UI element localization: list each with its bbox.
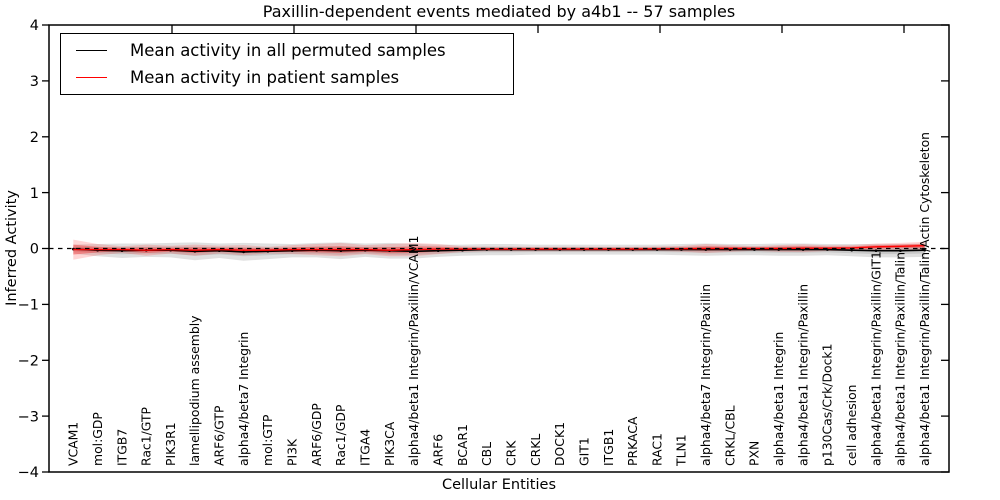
- svg-text:alpha4/beta1 Integrin/Paxillin: alpha4/beta1 Integrin/Paxillin/Talin/Act…: [917, 132, 932, 466]
- svg-text:ARF6/GDP: ARF6/GDP: [309, 403, 324, 466]
- svg-text:−4: −4: [18, 465, 39, 481]
- svg-text:mol:GTP: mol:GTP: [260, 414, 275, 466]
- svg-text:PRKACA: PRKACA: [625, 416, 640, 466]
- svg-text:lamellipodium assembly: lamellipodium assembly: [187, 315, 202, 466]
- svg-text:TLN1: TLN1: [674, 434, 689, 467]
- svg-text:ARF6/GTP: ARF6/GTP: [212, 405, 227, 466]
- svg-text:2: 2: [30, 130, 39, 146]
- svg-text:Rac1/GTP: Rac1/GTP: [139, 406, 154, 466]
- svg-text:−2: −2: [18, 353, 39, 369]
- svg-text:alpha4/beta1 Integrin/Paxillin: alpha4/beta1 Integrin/Paxillin/Talin: [893, 252, 908, 466]
- svg-text:p130Cas/Crk/Dock1: p130Cas/Crk/Dock1: [820, 344, 835, 466]
- svg-text:PXN: PXN: [747, 441, 762, 466]
- top-axis-ticks: [171, 25, 905, 33]
- patient-line-sample-icon: [76, 76, 107, 78]
- svg-text:ITGB7: ITGB7: [114, 429, 129, 466]
- svg-text:4: 4: [30, 18, 39, 34]
- svg-text:alpha4/beta1 Integrin: alpha4/beta1 Integrin: [771, 332, 786, 466]
- svg-text:PI3K: PI3K: [285, 438, 300, 466]
- svg-text:CRKL/CBL: CRKL/CBL: [722, 405, 737, 466]
- svg-text:ARF6: ARF6: [431, 434, 446, 466]
- svg-text:CBL: CBL: [479, 442, 494, 466]
- svg-text:3: 3: [30, 74, 39, 90]
- svg-text:alpha4/beta7 Integrin/Paxillin: alpha4/beta7 Integrin/Paxillin: [698, 284, 713, 466]
- svg-text:PIK3R1: PIK3R1: [163, 422, 178, 466]
- svg-text:−3: −3: [18, 409, 39, 425]
- chart-title: Paxillin-dependent events mediated by a4…: [262, 2, 736, 21]
- svg-text:RAC1: RAC1: [649, 433, 664, 466]
- y-axis-ticks: 4 3 2 1 0 −1 −2 −3 −4: [18, 18, 949, 481]
- svg-text:alpha4/beta1 Integrin/Paxillin: alpha4/beta1 Integrin/Paxillin/GIT1: [868, 251, 883, 466]
- legend-label-patient: Mean activity in patient samples: [130, 67, 400, 87]
- legend: Mean activity in all permuted samples Me…: [60, 33, 514, 95]
- svg-text:CRK: CRK: [504, 440, 519, 466]
- svg-text:VCAM1: VCAM1: [66, 422, 81, 466]
- svg-text:BCAR1: BCAR1: [455, 424, 470, 466]
- svg-text:GIT1: GIT1: [576, 437, 591, 466]
- svg-text:alpha4/beta1 Integrin/Paxillin: alpha4/beta1 Integrin/Paxillin: [795, 284, 810, 466]
- patient-line: [73, 245, 925, 251]
- svg-text:1: 1: [30, 186, 39, 202]
- svg-text:−1: −1: [18, 298, 39, 314]
- svg-text:cell adhesion: cell adhesion: [844, 384, 859, 466]
- svg-text:CRKL: CRKL: [528, 434, 543, 466]
- svg-text:alpha4/beta1 Integrin/Paxillin: alpha4/beta1 Integrin/Paxillin/VCAM1: [406, 236, 421, 466]
- svg-text:Rac1/GDP: Rac1/GDP: [333, 404, 348, 466]
- x-axis-label: Cellular Entities: [441, 477, 557, 493]
- legend-label-permuted: Mean activity in all permuted samples: [130, 41, 446, 61]
- legend-entry-patient: Mean activity in patient samples: [61, 68, 513, 87]
- svg-text:ITGB1: ITGB1: [601, 429, 616, 466]
- legend-entry-permuted: Mean activity in all permuted samples: [61, 41, 513, 60]
- svg-text:ITGA4: ITGA4: [358, 429, 373, 466]
- permuted-line-sample-icon: [76, 50, 107, 52]
- svg-text:DOCK1: DOCK1: [552, 422, 567, 466]
- svg-text:mol:GDP: mol:GDP: [90, 412, 105, 466]
- x-axis-labels: VCAM1 mol:GDP ITGB7 Rac1/GTP PIK3R1 lamellipo…: [66, 132, 932, 467]
- svg-text:alpha4/beta7 Integrin: alpha4/beta7 Integrin: [236, 332, 251, 466]
- svg-text:0: 0: [30, 242, 39, 258]
- svg-text:PIK3CA: PIK3CA: [382, 421, 397, 466]
